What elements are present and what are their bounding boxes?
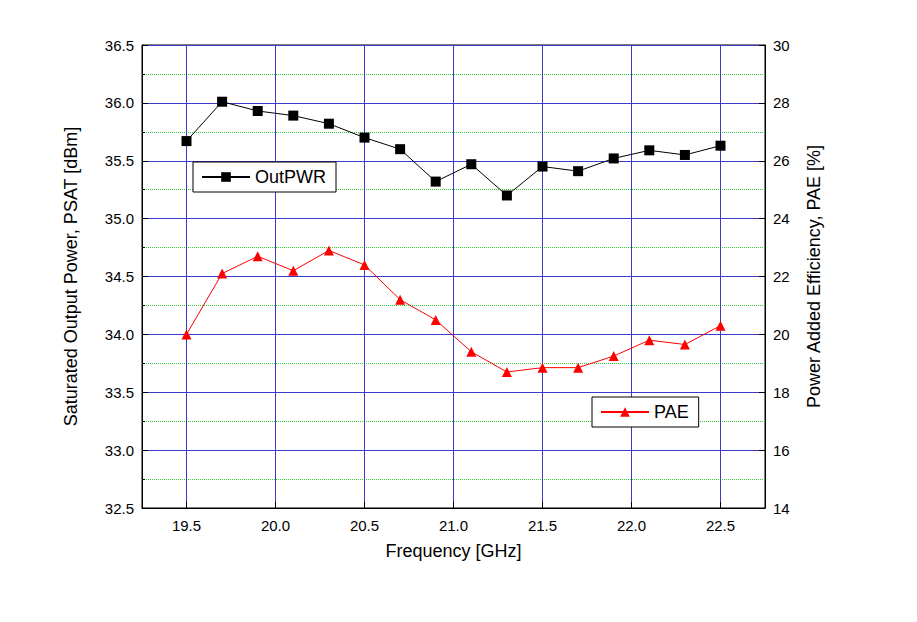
svg-text:24: 24 — [773, 210, 790, 227]
svg-text:33.5: 33.5 — [105, 384, 134, 401]
svg-text:Frequency [GHz]: Frequency [GHz] — [385, 541, 521, 561]
svg-text:33.0: 33.0 — [105, 442, 134, 459]
svg-text:34.0: 34.0 — [105, 326, 134, 343]
svg-text:36.0: 36.0 — [105, 94, 134, 111]
svg-text:14: 14 — [773, 500, 790, 517]
svg-text:Saturated Output Power, PSAT [: Saturated Output Power, PSAT [dBm] — [61, 127, 81, 427]
svg-text:35.5: 35.5 — [105, 152, 134, 169]
svg-text:19.5: 19.5 — [172, 517, 201, 534]
svg-text:26: 26 — [773, 152, 790, 169]
svg-text:34.5: 34.5 — [105, 268, 134, 285]
svg-text:28: 28 — [773, 94, 790, 111]
svg-text:OutPWR: OutPWR — [255, 167, 326, 187]
svg-text:30: 30 — [773, 37, 790, 54]
svg-text:32.5: 32.5 — [105, 500, 134, 517]
svg-text:20: 20 — [773, 326, 790, 343]
svg-text:22.0: 22.0 — [617, 517, 646, 534]
svg-text:PAE: PAE — [654, 402, 689, 422]
svg-text:22.5: 22.5 — [706, 517, 735, 534]
svg-text:20.0: 20.0 — [261, 517, 290, 534]
svg-text:35.0: 35.0 — [105, 210, 134, 227]
svg-text:16: 16 — [773, 442, 790, 459]
svg-text:Power Added Efficiency, PAE [%: Power Added Efficiency, PAE [%] — [804, 145, 824, 408]
svg-text:21.0: 21.0 — [439, 517, 468, 534]
svg-text:22: 22 — [773, 268, 790, 285]
svg-text:18: 18 — [773, 384, 790, 401]
svg-text:21.5: 21.5 — [528, 517, 557, 534]
svg-text:20.5: 20.5 — [350, 517, 379, 534]
svg-text:36.5: 36.5 — [105, 37, 134, 54]
